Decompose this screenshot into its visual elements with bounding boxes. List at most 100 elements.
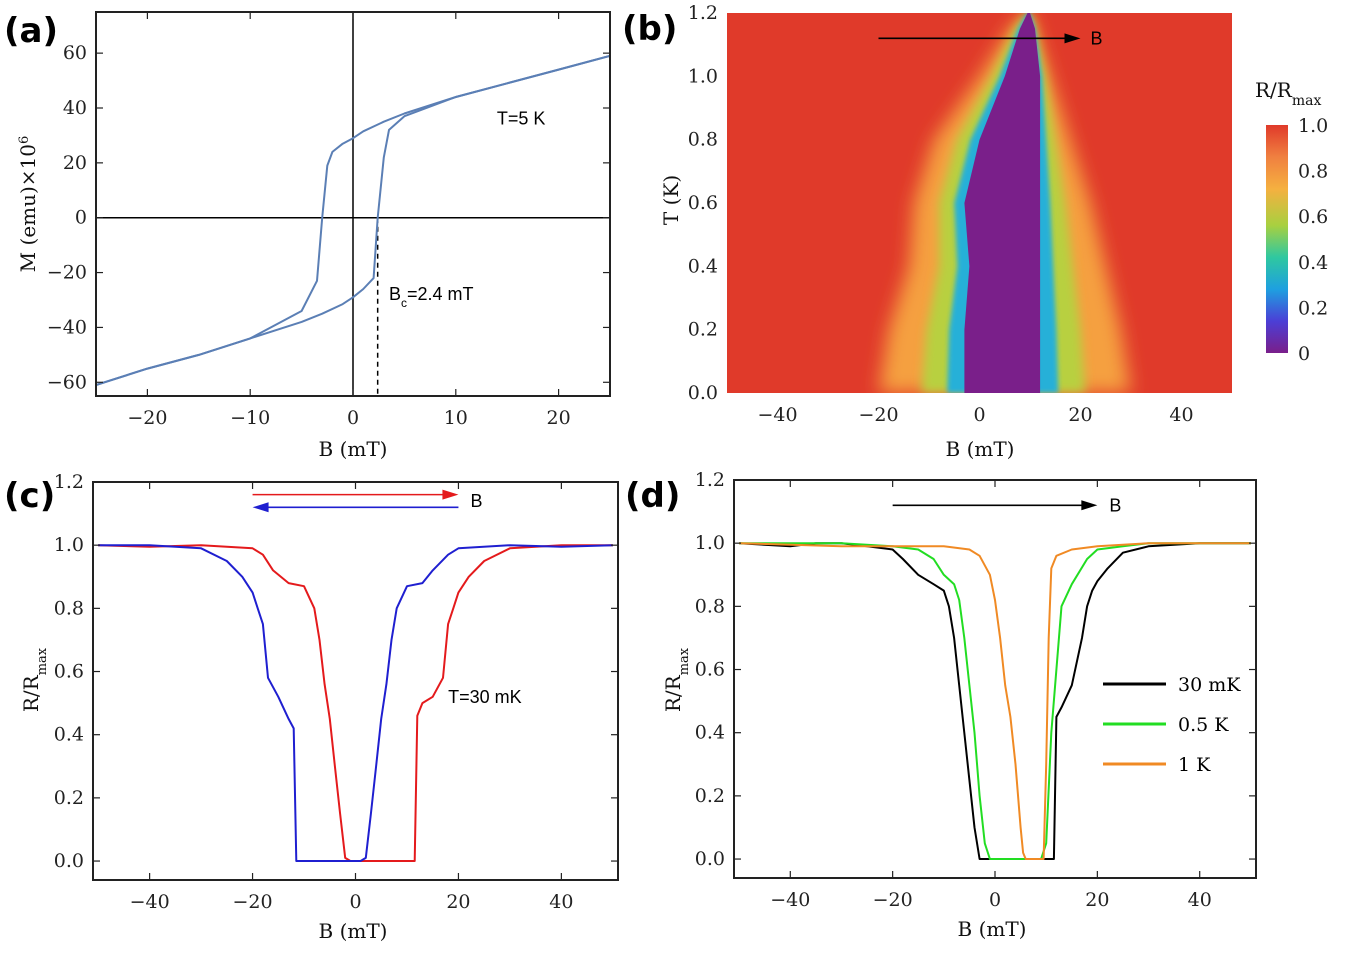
legend-d: 30 mK 0.5 K 1 K bbox=[1103, 674, 1241, 776]
colorbar-tick-label: 0.2 bbox=[1298, 297, 1328, 319]
x-tick-label-c: −40 bbox=[130, 891, 170, 913]
y-tick-label-c: 0.6 bbox=[54, 661, 84, 683]
x-tick-label-a: 0 bbox=[347, 407, 359, 429]
bc-value: =2.4 mT bbox=[407, 284, 474, 304]
arrow-label-c: B bbox=[470, 491, 482, 511]
ylabel-a-exponent: 6 bbox=[17, 136, 32, 144]
x-tick-label-a: 10 bbox=[444, 407, 468, 429]
axes-a-zero-lines bbox=[96, 12, 610, 396]
y-tick-label-b: 0.2 bbox=[688, 319, 718, 341]
series-line-d-0 bbox=[739, 542, 1251, 860]
heatmap-b bbox=[727, 13, 1232, 393]
ylabel-d-sub: max bbox=[677, 647, 692, 675]
ticks-b: −40 −20 0 20 40 0.0 0.2 0.4 0.6 0.8 1.0 1.2 bbox=[688, 2, 1194, 426]
ylabel-d-text: R/R bbox=[661, 674, 685, 712]
panel-label-c: (c) bbox=[4, 476, 55, 516]
x-tick-label-c: 40 bbox=[549, 891, 573, 913]
ylabel-a: M (emu)×106 bbox=[16, 136, 40, 273]
ticks-d: −40 −20 0 20 40 0.0 0.2 0.4 0.6 0.8 1.0 1.2 bbox=[695, 469, 1256, 911]
y-tick-label-a: 40 bbox=[63, 97, 87, 119]
ylabel-c-sub: max bbox=[35, 647, 50, 675]
colorbar-gradient bbox=[1266, 125, 1288, 353]
x-tick-label-b: 20 bbox=[1068, 404, 1092, 426]
y-tick-label-c: 1.2 bbox=[54, 471, 84, 493]
ylabel-c-text: R/R bbox=[19, 674, 43, 712]
x-tick-label-d: −20 bbox=[873, 889, 913, 911]
sweep-arrows-c bbox=[252, 489, 459, 513]
y-tick-label-c: 0.2 bbox=[54, 787, 84, 809]
field-sweep-arrow-b bbox=[878, 33, 1081, 44]
x-tick-label-d: −40 bbox=[770, 889, 810, 911]
annotation-coercive-field: Bc=2.4 mT bbox=[389, 284, 474, 310]
arrow-b-head bbox=[1064, 33, 1081, 44]
y-tick-label-d: 1.0 bbox=[695, 532, 725, 554]
y-tick-label-a: 20 bbox=[63, 152, 87, 174]
frame-c bbox=[92, 481, 619, 881]
ylabel-a-text: M (emu)×10 bbox=[16, 144, 40, 272]
panel-c: (c) −40 −20 0 20 40 0.0 0.2 0.4 0.6 0.8 1.0 1.2 B (… bbox=[4, 471, 619, 943]
y-tick-label-a: −20 bbox=[47, 262, 87, 284]
y-tick-label-c: 0.8 bbox=[54, 597, 84, 619]
colorbar-title-text: R/R bbox=[1255, 78, 1293, 102]
ticks-c: −40 −20 0 20 40 0.0 0.2 0.4 0.6 0.8 1.0 1.2 bbox=[54, 471, 618, 913]
x-tick-label-c: 20 bbox=[446, 891, 470, 913]
arrow-d-head bbox=[1081, 500, 1098, 511]
colorbar-title-sub: max bbox=[1292, 93, 1322, 109]
y-tick-label-a: 60 bbox=[63, 42, 87, 64]
ylabel-d: R/Rmax bbox=[661, 647, 692, 712]
y-tick-label-a: −60 bbox=[47, 371, 87, 393]
y-tick-label-d: 1.2 bbox=[695, 469, 725, 491]
arrow-label-d: B bbox=[1109, 495, 1121, 515]
x-tick-label-d: 40 bbox=[1188, 889, 1212, 911]
y-tick-label-a: 0 bbox=[75, 207, 87, 229]
x-tick-label-d: 20 bbox=[1085, 889, 1109, 911]
colorbar-tick-label: 0.4 bbox=[1298, 252, 1328, 274]
y-tick-label-b: 0.6 bbox=[688, 192, 718, 214]
panel-label-b: (b) bbox=[622, 9, 677, 49]
x-tick-label-a: −20 bbox=[127, 407, 167, 429]
x-tick-label-b: 40 bbox=[1169, 404, 1193, 426]
colorbar-tick-label: 0.6 bbox=[1298, 206, 1328, 228]
xlabel-c: B (mT) bbox=[319, 919, 388, 943]
y-tick-label-b: 0.4 bbox=[688, 255, 718, 277]
panel-label-a: (a) bbox=[4, 11, 58, 51]
y-tick-label-d: 0.4 bbox=[695, 722, 725, 744]
arrow-label-b: B bbox=[1091, 28, 1103, 48]
field-sweep-arrow-d bbox=[892, 500, 1098, 511]
colorbar-tick-label: 0 bbox=[1298, 343, 1310, 365]
legend-label-2: 1 K bbox=[1178, 754, 1211, 776]
annotation-temperature-a: T=5 K bbox=[497, 108, 546, 128]
x-tick-label-a: −10 bbox=[230, 407, 270, 429]
ylabel-c: R/Rmax bbox=[19, 647, 50, 712]
series-line-c-1 bbox=[98, 544, 613, 862]
series-line-d-1 bbox=[739, 542, 1251, 860]
xlabel-d: B (mT) bbox=[958, 917, 1027, 941]
panel-d: (d) −40 −20 0 20 40 0.0 0.2 0.4 0.6 0.8 1.0 1.2 B (… bbox=[625, 469, 1257, 941]
y-tick-label-d: 0.6 bbox=[695, 659, 725, 681]
y-tick-label-b: 0.0 bbox=[688, 382, 718, 404]
heatmap-superconducting-region bbox=[964, 13, 1041, 393]
plot-area-a bbox=[96, 54, 610, 396]
panel-b: (b) −40 −20 0 20 40 0.0 0.2 0.4 0.6 0.8 1.0 1.2 B (… bbox=[622, 2, 1328, 461]
x-tick-label-b: −20 bbox=[858, 404, 898, 426]
colorbar-ticks: 0 0.2 0.4 0.6 0.8 1.0 bbox=[1298, 115, 1328, 365]
colorbar-tick-label: 1.0 bbox=[1298, 115, 1328, 137]
y-tick-label-b: 1.0 bbox=[688, 65, 718, 87]
plot-area-d bbox=[739, 542, 1251, 860]
y-tick-label-d: 0.2 bbox=[695, 785, 725, 807]
y-tick-label-c: 0.0 bbox=[54, 850, 84, 872]
bc-subscript: c bbox=[401, 296, 407, 310]
y-tick-label-c: 0.4 bbox=[54, 724, 84, 746]
panel-a: (a) −20 −10 0 10 20 −60 −40 −20 0 20 40 60 B (mT) M… bbox=[4, 11, 611, 461]
y-tick-label-b: 0.8 bbox=[688, 129, 718, 151]
colorbar: R/Rmax 0 0.2 0.4 0.6 0.8 1.0 bbox=[1255, 78, 1328, 365]
x-tick-label-a: 20 bbox=[547, 407, 571, 429]
annotation-temperature-c: T=30 mK bbox=[448, 687, 522, 707]
x-tick-label-c: 0 bbox=[349, 891, 361, 913]
y-tick-label-a: −40 bbox=[47, 316, 87, 338]
series-line-d-2 bbox=[739, 542, 1251, 860]
colorbar-title: R/Rmax bbox=[1255, 78, 1321, 109]
ticks-a: −20 −10 0 10 20 −60 −40 −20 0 20 40 60 bbox=[47, 12, 610, 429]
bc-symbol: B bbox=[389, 284, 401, 304]
